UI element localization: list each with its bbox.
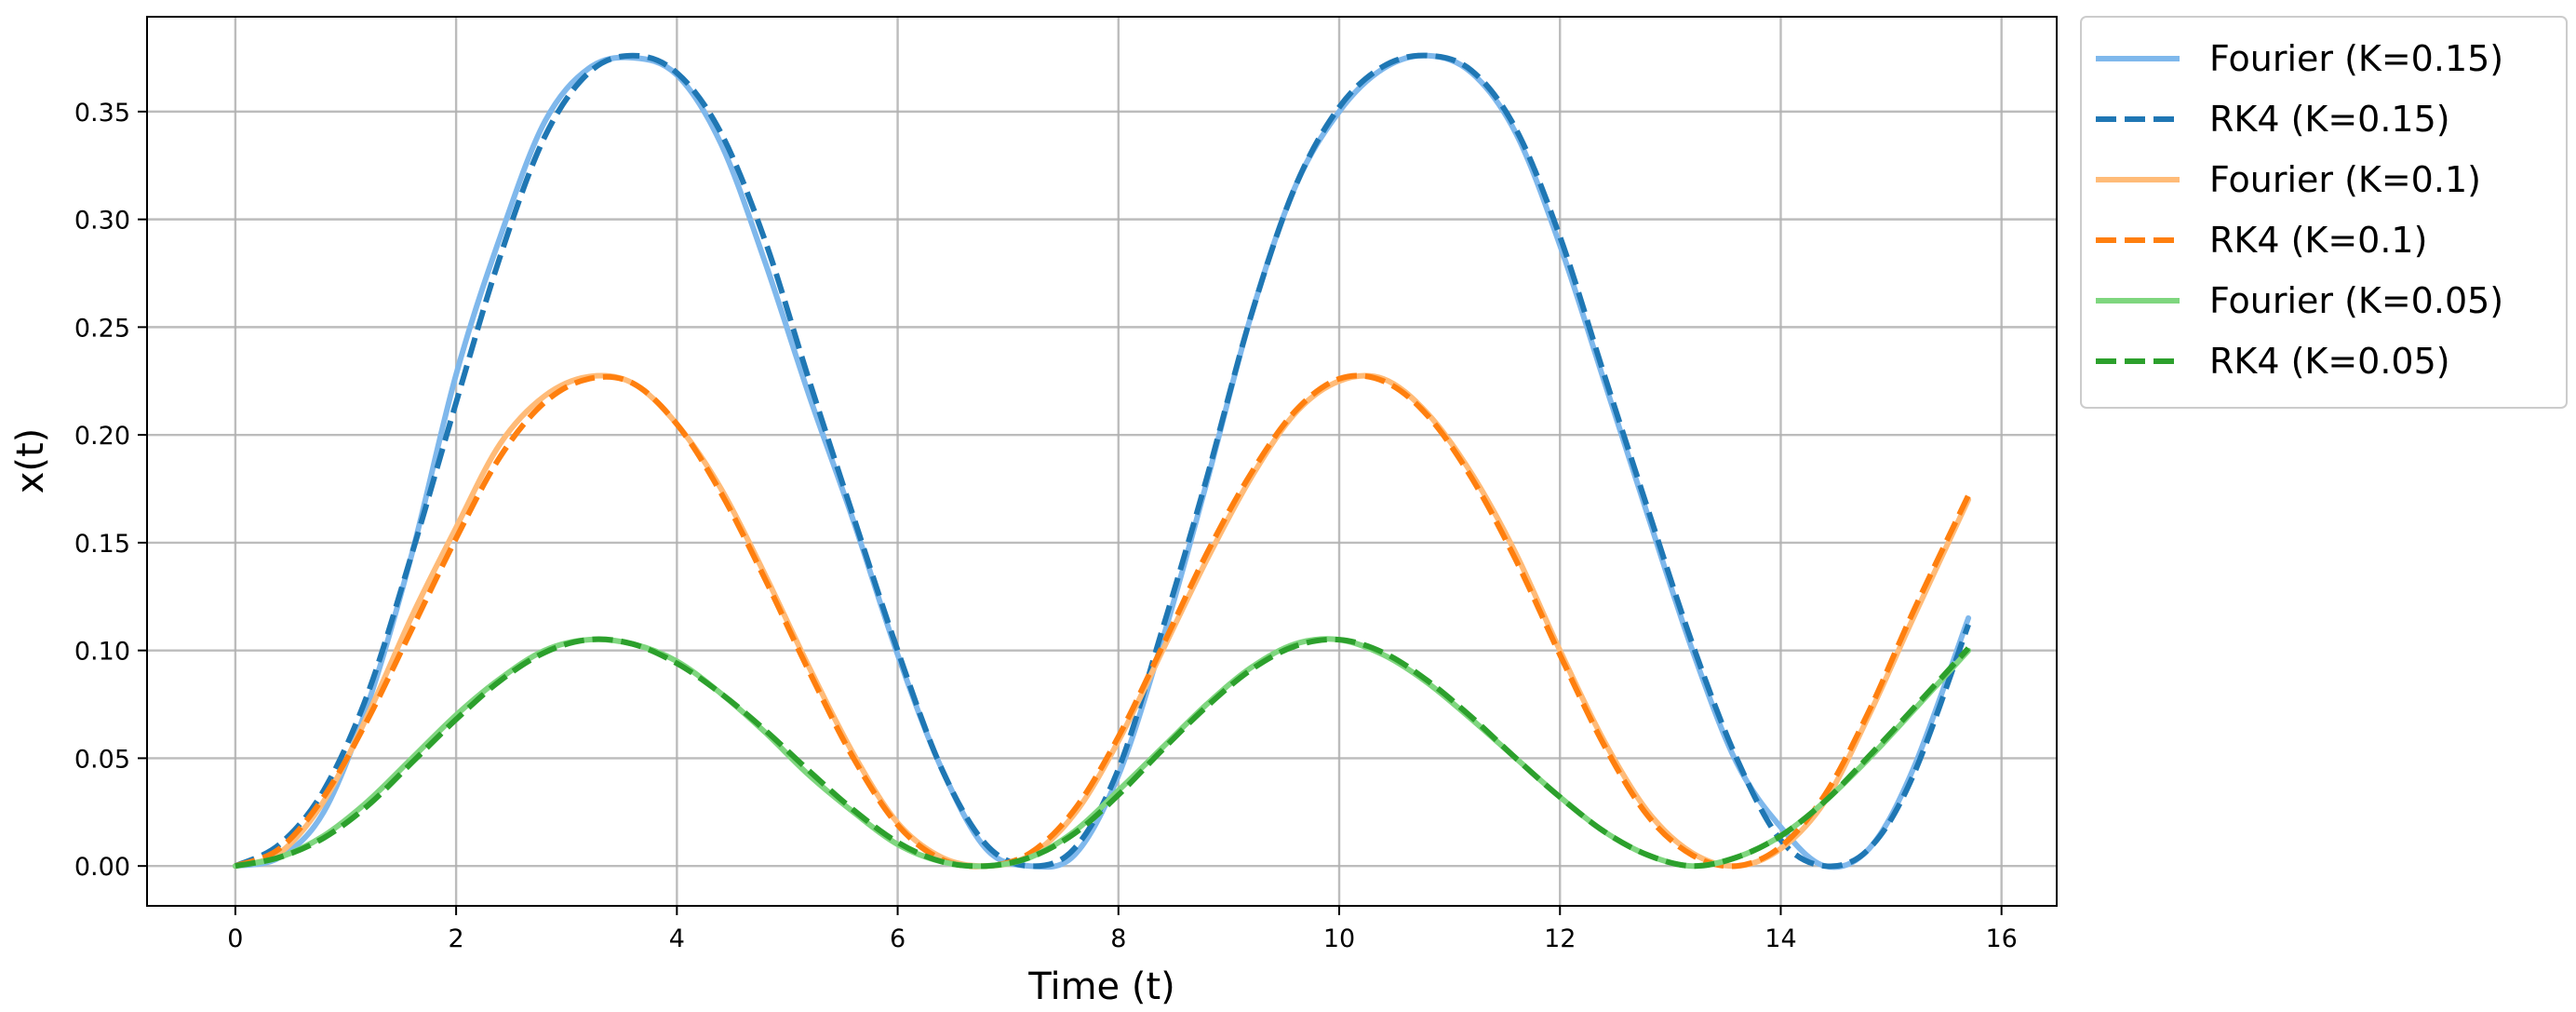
legend-label: RK4 (K=0.15) <box>2209 99 2450 140</box>
legend-box <box>2080 16 2568 409</box>
y-tick-label: 0.30 <box>74 207 130 236</box>
x-tick-label: 2 <box>449 924 464 953</box>
legend-label: Fourier (K=0.05) <box>2209 280 2503 321</box>
x-tick-label: 14 <box>1764 924 1796 953</box>
x-tick-label: 8 <box>1110 924 1126 953</box>
y-axis: 0.00 0.05 0.10 0.15 0.20 0.25 0.30 0.35 <box>74 99 147 882</box>
x-tick-label: 4 <box>669 924 685 953</box>
x-tick-label: 0 <box>227 924 243 953</box>
y-tick-label: 0.25 <box>74 314 130 343</box>
x-tick-label: 12 <box>1544 924 1576 953</box>
x-tick-label: 6 <box>890 924 906 953</box>
legend-label: Fourier (K=0.1) <box>2209 159 2481 200</box>
series-line-4 <box>234 372 1971 870</box>
legend-label: RK4 (K=0.1) <box>2209 220 2427 261</box>
y-tick-label: 0.05 <box>74 745 130 774</box>
y-tick-label: 0.15 <box>74 530 130 559</box>
x-tick-label: 10 <box>1323 924 1355 953</box>
plot-frame <box>146 16 2058 907</box>
series-line-6 <box>235 636 1971 870</box>
series-layer <box>232 52 1972 870</box>
legend: Fourier (K=0.15) RK4 (K=0.15) Fourier (K=0… <box>2080 16 2568 409</box>
x-axis-label: Time (t) <box>1027 965 1175 1008</box>
legend-label: RK4 (K=0.05) <box>2209 341 2450 382</box>
y-axis-label: x(t) <box>9 428 52 494</box>
series-line-2 <box>234 52 1971 870</box>
x-tick-label: 16 <box>1986 924 2018 953</box>
y-tick-label: 0.35 <box>74 99 130 128</box>
x-axis: 0 2 4 6 8 10 12 14 16 <box>227 906 2018 953</box>
y-tick-label: 0.20 <box>74 422 130 451</box>
y-tick-label: 0.00 <box>74 853 130 882</box>
y-tick-label: 0.10 <box>74 638 130 667</box>
legend-label: Fourier (K=0.15) <box>2209 38 2503 79</box>
